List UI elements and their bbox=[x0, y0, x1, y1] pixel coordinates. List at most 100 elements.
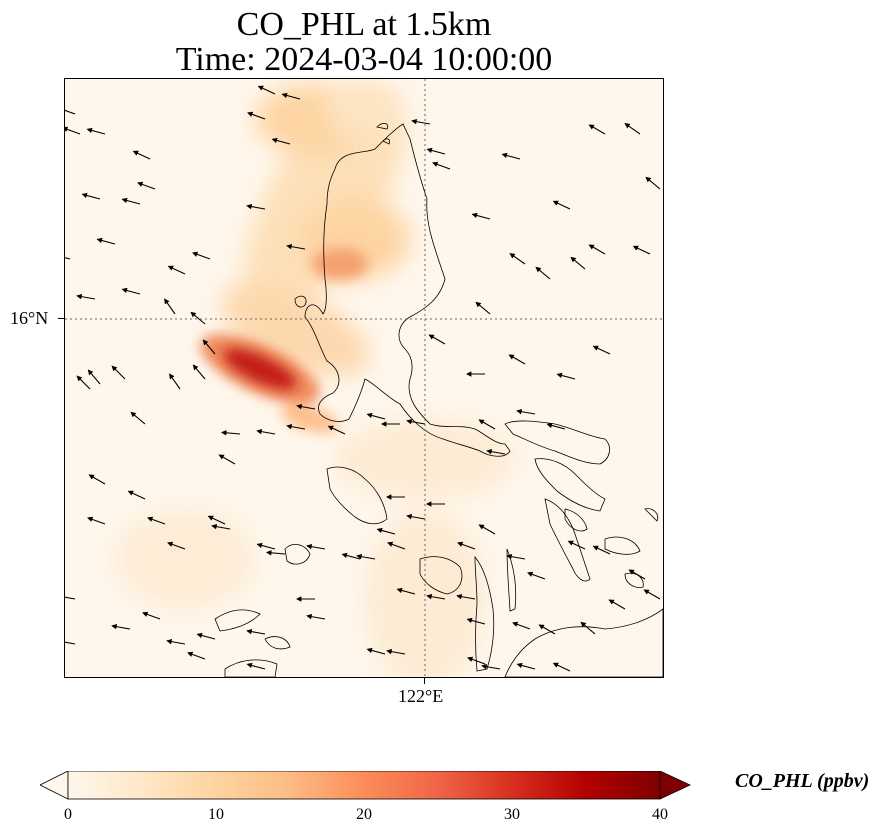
wind-vector-arrow bbox=[645, 176, 661, 190]
wind-vector-arrow bbox=[508, 354, 526, 365]
wind-vector-arrow bbox=[466, 617, 486, 625]
wind-vector-arrow bbox=[187, 651, 206, 660]
colorbar-label: CO_PHL (ppbv) bbox=[735, 770, 870, 792]
wind-vectors bbox=[65, 85, 661, 672]
wind-vector-arrow bbox=[81, 192, 101, 200]
wind-vector-arrow bbox=[501, 152, 521, 160]
wind-vector-arrow bbox=[632, 245, 651, 255]
wind-vector-arrow bbox=[88, 474, 106, 485]
wind-vector-arrow bbox=[87, 516, 106, 525]
wind-vector-arrow bbox=[137, 181, 156, 190]
wind-vector-arrow bbox=[556, 372, 576, 380]
wind-vector-arrow bbox=[478, 419, 496, 430]
colorbar bbox=[40, 771, 691, 800]
colorbar-tick-label: 0 bbox=[64, 806, 72, 823]
wind-vector-arrow bbox=[220, 430, 241, 436]
wind-vector-arrow bbox=[65, 257, 71, 260]
wind-vector-arrow bbox=[87, 369, 101, 385]
wind-vector-arrow bbox=[132, 150, 151, 160]
wind-vector-arrow bbox=[406, 418, 426, 425]
wind-vector-arrow bbox=[256, 428, 276, 435]
luzon-coastline bbox=[304, 123, 511, 457]
wind-vector-arrow bbox=[341, 552, 361, 560]
wind-vector-arrow bbox=[428, 334, 446, 345]
wind-vector-arrow bbox=[516, 662, 536, 670]
wind-vector-arrow bbox=[207, 515, 226, 525]
wind-vector-arrow bbox=[86, 127, 106, 135]
wind-vector-arrow bbox=[65, 641, 76, 645]
wind-vector-arrow bbox=[190, 311, 206, 325]
map-title: CO_PHL at 1.5km bbox=[236, 6, 492, 43]
lat-tick-mark bbox=[58, 318, 64, 319]
wind-vector-arrow bbox=[142, 611, 161, 620]
colorbar-tick-label: 30 bbox=[504, 806, 520, 823]
wind-vector-arrow bbox=[411, 118, 431, 125]
lon-tick-mark bbox=[424, 678, 425, 684]
wind-vector-arrow bbox=[202, 339, 216, 355]
wind-vector-arrow bbox=[386, 648, 406, 655]
wind-vector-arrow bbox=[296, 403, 316, 410]
wind-vector-arrow bbox=[65, 126, 81, 135]
wind-vector-arrow bbox=[265, 550, 286, 556]
wind-vector-arrow bbox=[366, 412, 386, 420]
wind-vector-arrow bbox=[121, 287, 141, 295]
colorbar-min-extend bbox=[40, 771, 69, 800]
wind-vector-arrow bbox=[111, 365, 126, 380]
wind-vector-arrow bbox=[628, 569, 646, 580]
wind-vector-arrow bbox=[96, 237, 116, 245]
wind-vector-arrow bbox=[306, 613, 326, 620]
wind-vector-arrow bbox=[130, 411, 146, 425]
co-concentration-field bbox=[115, 79, 515, 677]
wind-vector-arrow bbox=[65, 596, 76, 600]
wind-vector-arrow bbox=[247, 111, 266, 120]
wind-vector-arrow bbox=[457, 541, 476, 550]
wind-vector-arrow bbox=[281, 92, 301, 100]
wind-vector-arrow bbox=[592, 345, 611, 355]
lon-tick-label: 122°E bbox=[398, 686, 444, 706]
colorbar-tick-label: 20 bbox=[356, 806, 372, 823]
wind-vector-arrow bbox=[164, 298, 176, 315]
wind-vector-arrow bbox=[516, 408, 536, 415]
wind-vector-arrow bbox=[570, 256, 586, 270]
wind-vector-arrow bbox=[286, 243, 306, 250]
wind-vector-arrow bbox=[456, 593, 476, 600]
wind-vector-arrow bbox=[376, 527, 396, 535]
colorbar-tick-label: 10 bbox=[208, 806, 224, 823]
wind-vector-arrow bbox=[432, 161, 451, 170]
wind-vector-arrow bbox=[396, 587, 416, 595]
wind-vector-arrow bbox=[147, 516, 166, 525]
wind-vector-arrow bbox=[218, 454, 236, 465]
wind-vector-arrow bbox=[538, 624, 556, 635]
leyte-samar-coastline bbox=[544, 498, 591, 582]
colorbar-tick-label: 40 bbox=[652, 806, 668, 823]
wind-vector-arrow bbox=[111, 623, 131, 630]
wind-vector-arrow bbox=[592, 545, 611, 555]
wind-vector-arrow bbox=[527, 571, 546, 580]
wind-vector-arrow bbox=[546, 422, 566, 430]
wind-vector-arrow bbox=[512, 621, 531, 630]
wind-vector-arrow bbox=[246, 662, 266, 670]
wind-vector-arrow bbox=[256, 542, 276, 550]
wind-vector-arrow bbox=[506, 553, 526, 560]
wind-vector-arrow bbox=[166, 638, 186, 645]
wind-vector-arrow bbox=[426, 593, 446, 600]
wind-vector-arrow bbox=[257, 85, 276, 95]
wind-vector-arrow bbox=[588, 244, 606, 255]
colorbar-max-extend bbox=[659, 771, 691, 800]
wind-vector-arrow bbox=[286, 423, 306, 430]
wind-vector-arrow bbox=[167, 541, 186, 550]
wind-vector-arrow bbox=[624, 123, 641, 135]
wind-vector-arrow bbox=[387, 541, 406, 550]
wind-vector-arrow bbox=[327, 425, 346, 435]
wind-vector-arrow bbox=[552, 200, 571, 210]
wind-vector-arrow bbox=[478, 524, 496, 535]
wind-vector-arrow bbox=[356, 553, 376, 560]
wind-vector-arrow bbox=[481, 663, 501, 670]
wind-vector-arrow bbox=[406, 513, 426, 520]
map-panel[interactable] bbox=[64, 78, 664, 678]
wind-vector-arrow bbox=[580, 621, 596, 635]
wind-vector-arrow bbox=[552, 662, 571, 672]
wind-vector-arrow bbox=[76, 293, 96, 300]
wind-vector-arrow bbox=[192, 364, 206, 380]
wind-vector-arrow bbox=[475, 301, 491, 315]
